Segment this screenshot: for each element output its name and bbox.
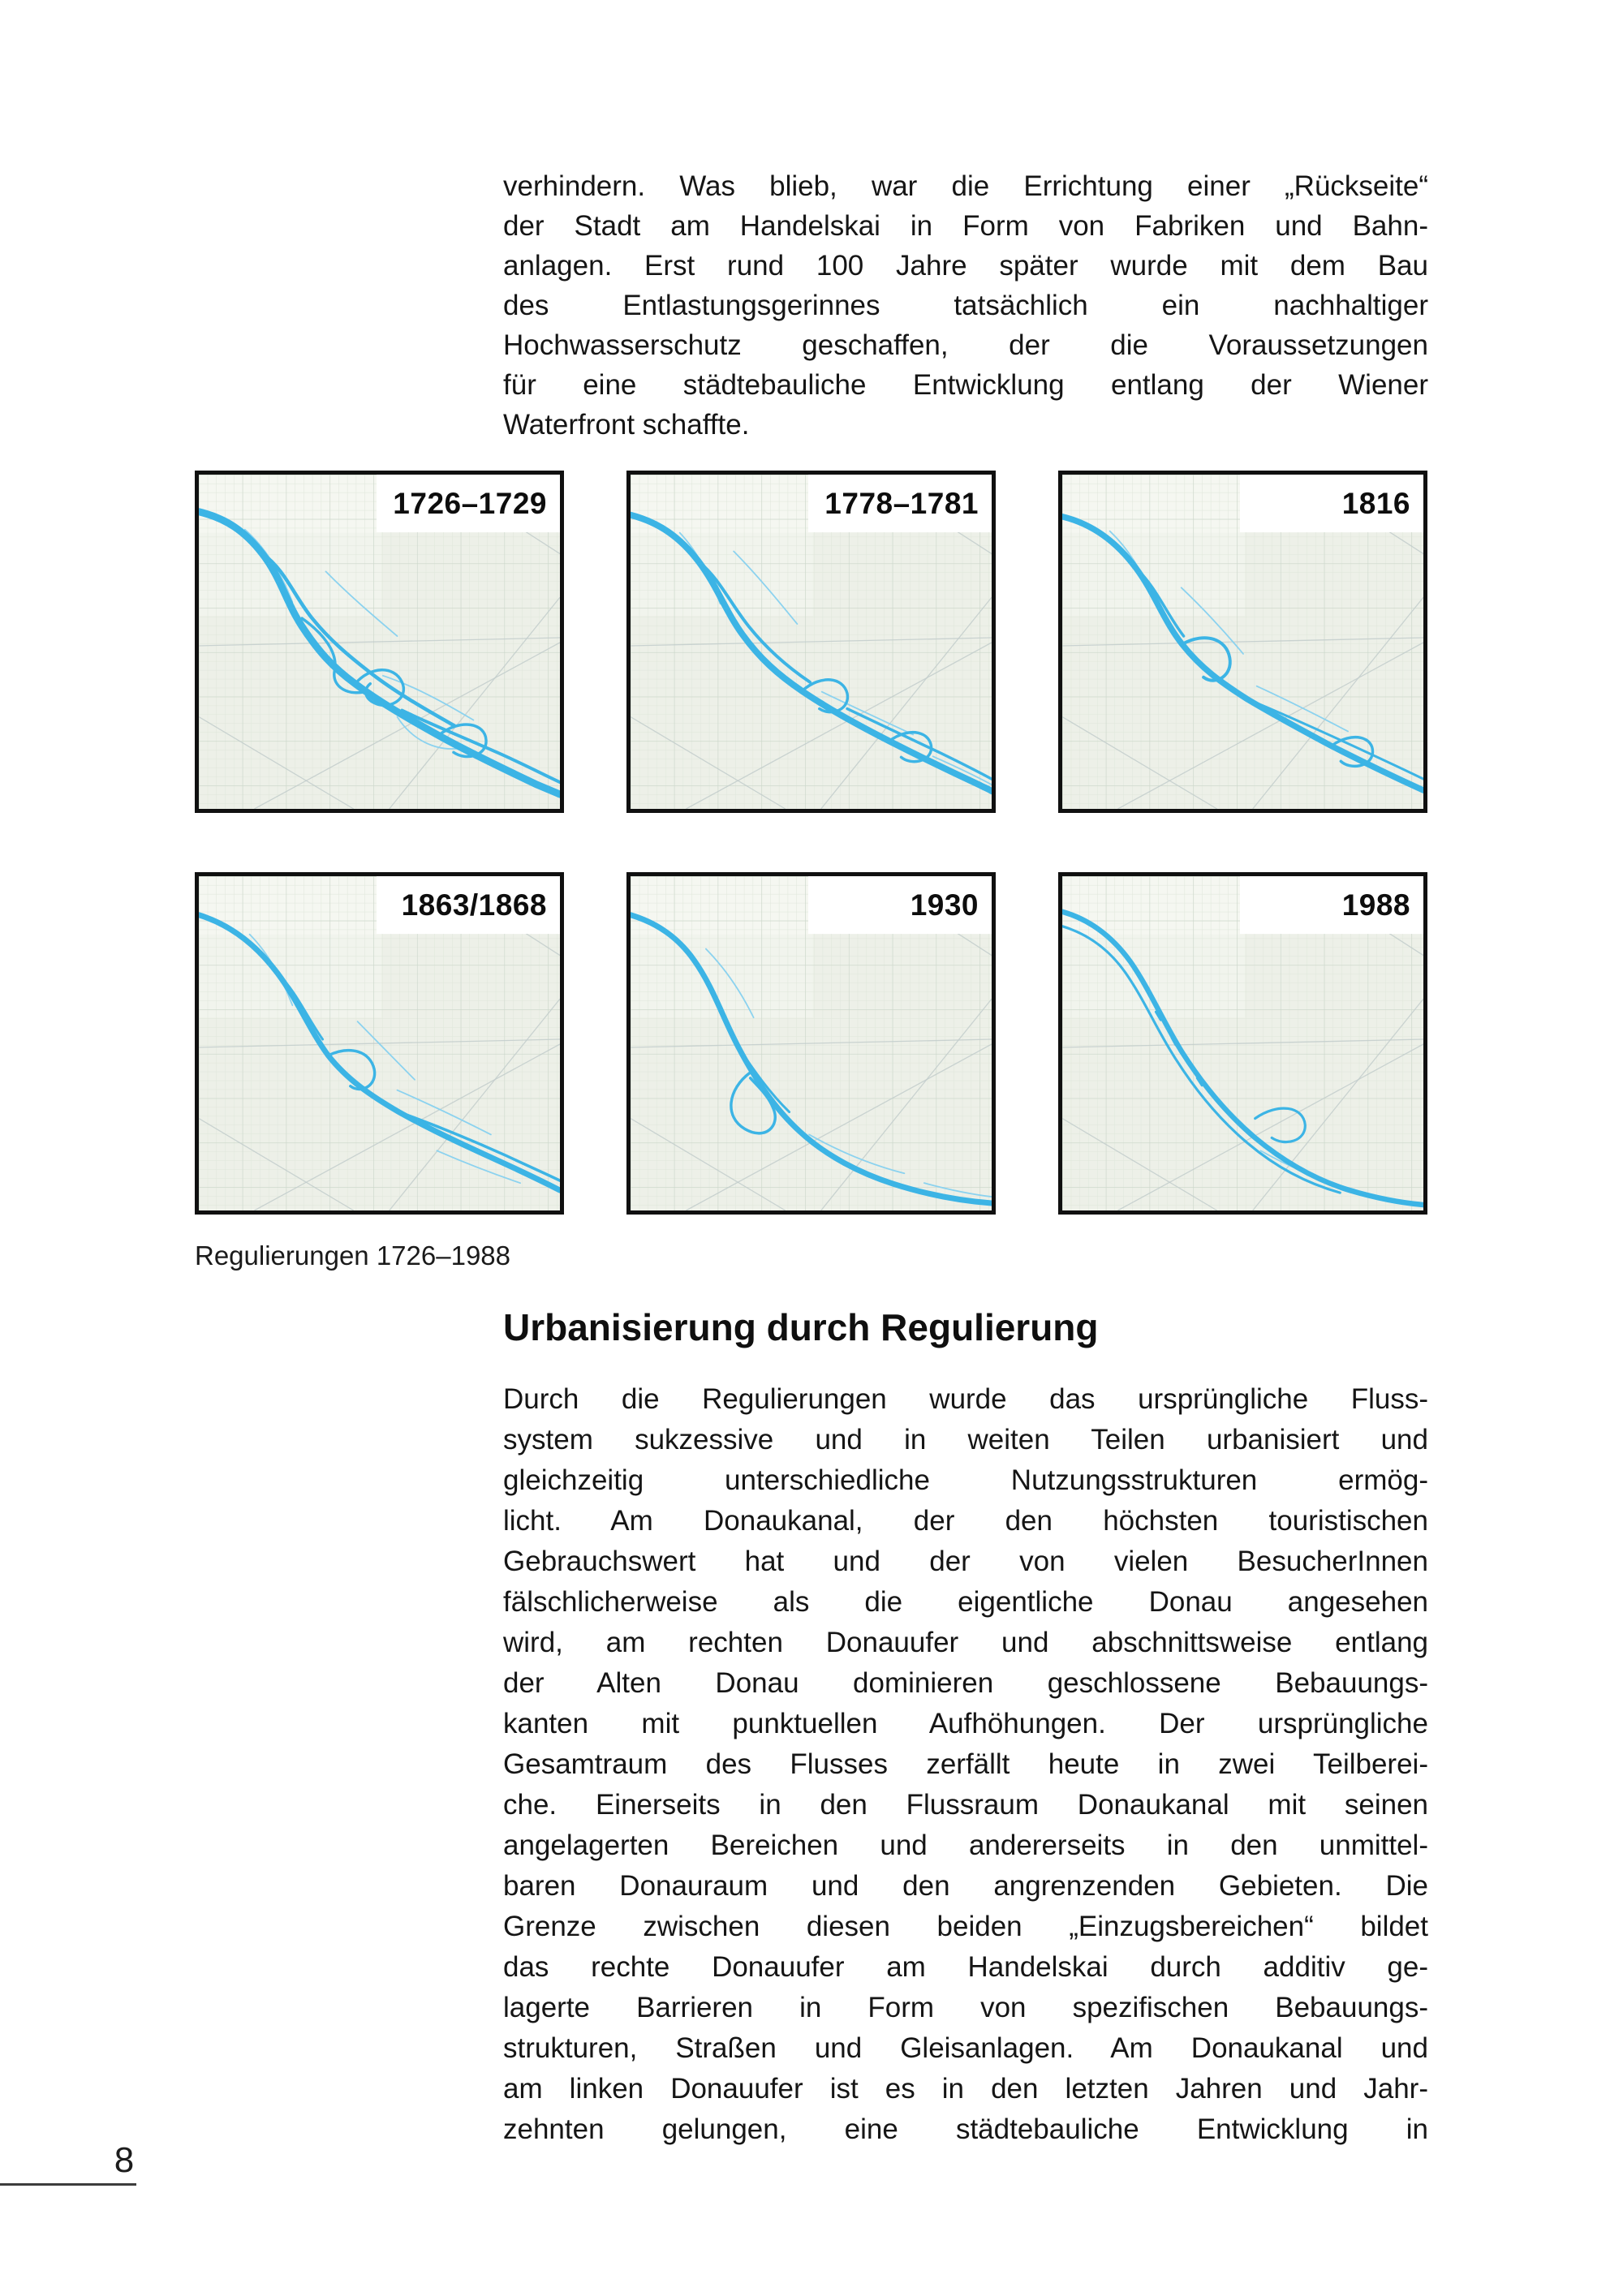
text-line: baren Donauraum und den angrenzenden Geb…: [503, 1870, 1428, 1902]
text-line: des Entlastungsgerinnes tatsächlich ein …: [503, 290, 1428, 321]
panel-year-label: 1930: [808, 876, 992, 934]
map-panel-1778-1781: 1778–1781: [626, 471, 996, 813]
body-paragraph: Durch die Regulierungen wurde das ursprü…: [503, 1379, 1428, 2150]
river-channels: [199, 912, 560, 1193]
panel-year-label: 1816: [1240, 475, 1423, 532]
panel-year-label: 1988: [1240, 876, 1423, 934]
text-line: che. Einerseits in den Flussraum Donauka…: [503, 1789, 1428, 1821]
text-line: das rechte Donauufer am Handelskai durch…: [503, 1951, 1428, 1983]
river-channels: [1062, 514, 1423, 793]
text-line: für eine städtebauliche Entwicklung entl…: [503, 369, 1428, 401]
river-channels: [631, 511, 992, 795]
map-panel-1816: 1816: [1058, 471, 1427, 813]
text-line: Grenze zwischen diesen beiden „Einzugsbe…: [503, 1911, 1428, 1942]
text-line: fälschlicherweise als die eigentliche Do…: [503, 1586, 1428, 1618]
text-line: lagerte Barrieren in Form von spezifisch…: [503, 1992, 1428, 2023]
text-line: Gebrauchswert hat und der von vielen Bes…: [503, 1546, 1428, 1577]
map-panel-1726-1729: 1726–1729: [195, 471, 564, 813]
map-panel-1988: 1988: [1058, 872, 1427, 1215]
panel-year-label: 1726–1729: [377, 475, 560, 532]
text-line: Hochwasserschutz geschaffen, der die Vor…: [503, 329, 1428, 361]
figure-caption: Regulierungen 1726–1988: [195, 1240, 511, 1271]
text-line: anlagen. Erst rund 100 Jahre später wurd…: [503, 250, 1428, 282]
text-line: zehnten gelungen, eine städtebauliche En…: [503, 2113, 1428, 2145]
panel-year-label: 1778–1781: [808, 475, 992, 532]
panel-year-label: 1863/1868: [377, 876, 560, 934]
text-line: Gesamtraum des Flusses zerfällt heute in…: [503, 1748, 1428, 1780]
river-channels: [631, 912, 992, 1206]
text-line: gleichzeitig unterschiedliche Nutzungsst…: [503, 1464, 1428, 1496]
river-channels: [1062, 909, 1423, 1208]
text-line: wird, am rechten Donauufer und abschnitt…: [503, 1627, 1428, 1658]
footer-rule: [0, 2183, 136, 2186]
section-heading: Urbanisierung durch Regulierung: [503, 1306, 1099, 1348]
river-channels: [199, 508, 560, 798]
text-line: strukturen, Straßen und Gleisanlagen. Am…: [503, 2032, 1428, 2064]
text-line: verhindern. Was blieb, war die Errichtun…: [503, 170, 1428, 202]
text-line: der Stadt am Handelskai in Form von Fabr…: [503, 210, 1428, 242]
text-line: system sukzessive und in weiten Teilen u…: [503, 1424, 1428, 1455]
text-line: licht. Am Donaukanal, der den höchsten t…: [503, 1505, 1428, 1537]
text-line: kanten mit punktuellen Aufhöhungen. Der …: [503, 1708, 1428, 1739]
text-line: Waterfront schaffte.: [503, 409, 750, 441]
map-panel-1930: 1930: [626, 872, 996, 1215]
text-line: Durch die Regulierungen wurde das ursprü…: [503, 1383, 1428, 1415]
text-line: angelagerten Bereichen und andererseits …: [503, 1829, 1428, 1861]
text-line: der Alten Donau dominieren geschlossene …: [503, 1667, 1428, 1699]
text-line: am linken Donauufer ist es in den letzte…: [503, 2073, 1428, 2105]
intro-paragraph: verhindern. Was blieb, war die Errichtun…: [503, 166, 1428, 445]
page-number: 8: [114, 2140, 135, 2180]
map-panel-1863-1868: 1863/1868: [195, 872, 564, 1215]
